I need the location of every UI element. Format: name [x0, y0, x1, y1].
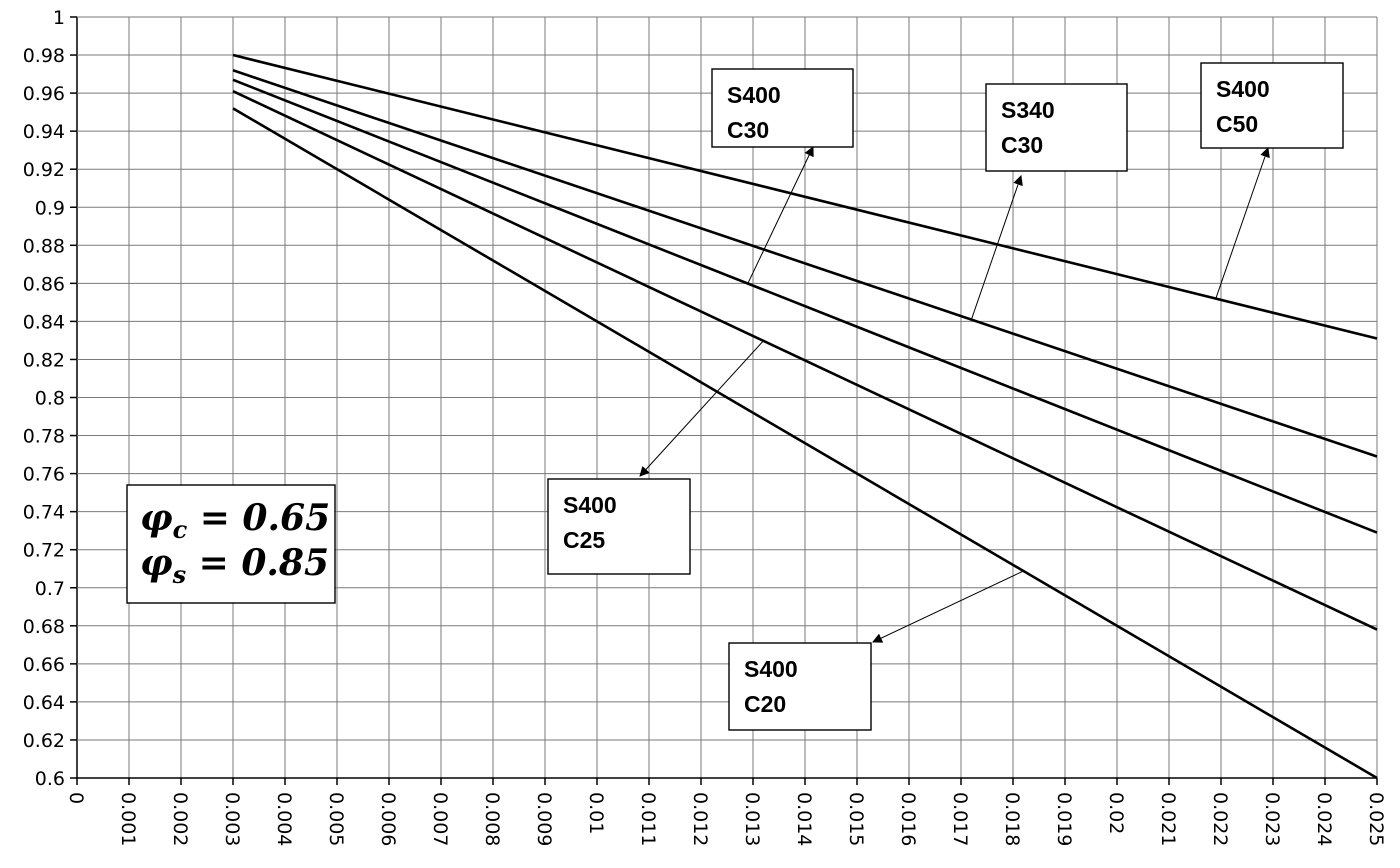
- y-tick-label: 0.96: [23, 83, 65, 105]
- series-line-s400-c50: [232, 53, 1378, 340]
- x-tick-label: 0.025: [1365, 792, 1387, 846]
- y-tick-label: 0.7: [35, 578, 65, 600]
- y-tick-label: 0.9: [35, 197, 65, 219]
- series-line-s400-c30: [232, 78, 1378, 534]
- grid-lines: [70, 16, 1378, 785]
- x-tick-label: 0: [65, 792, 87, 804]
- phi-box-frame: [126, 484, 336, 604]
- x-tick-label: 0.012: [689, 792, 711, 846]
- x-tick-label: 0.015: [845, 792, 867, 846]
- x-tick-label: 0.005: [325, 792, 347, 846]
- annotation-arrow-s400-c25: [639, 340, 764, 477]
- annotation-box-s400-c30: [711, 68, 854, 148]
- x-tick-label: 0.019: [1053, 792, 1075, 846]
- annotation-label-s400-c30: S400: [727, 82, 781, 108]
- y-tick-label: 0.84: [23, 311, 65, 333]
- y-tick-label: 0.78: [23, 426, 65, 448]
- x-tick-label: 0.009: [533, 792, 555, 846]
- annotation-label-s340-c30: S340: [1001, 97, 1055, 123]
- y-tick-label: 0.94: [23, 121, 65, 143]
- annotation-box-s400-c50: [1200, 62, 1344, 149]
- phi-c-subscript: c: [173, 515, 188, 544]
- x-tick-label: 0.016: [897, 792, 919, 846]
- x-tick-label: 0.018: [1001, 792, 1023, 846]
- y-tick-label: 0.6: [35, 768, 65, 790]
- x-tick-label: 0.002: [169, 792, 191, 846]
- annotation-arrow-s400-c20: [872, 570, 1024, 643]
- annotation-boxes: S400 C30 S340 C30 S400 C50 S400 C25 S400 C20: [547, 62, 1344, 731]
- y-tick-label: 1: [53, 7, 65, 29]
- annotation-label-s400-c25: C25: [563, 527, 605, 553]
- x-tick-label: 0.004: [273, 792, 295, 846]
- phi-s-value: = 0.85: [186, 542, 329, 584]
- annotation-box-s400-c20: [728, 642, 872, 731]
- annotation-label-s400-c25: S400: [563, 492, 617, 518]
- annotation-label-s400-c20: S400: [744, 656, 798, 682]
- annotation-label-s340-c30: C30: [1001, 132, 1043, 158]
- phi-c-symbol: φ: [140, 497, 173, 539]
- x-tick-label: 0.008: [481, 792, 503, 846]
- series-line-s400-c25: [232, 90, 1378, 631]
- y-tick-label: 0.76: [23, 464, 65, 486]
- series-line-s400-c20: [232, 107, 1378, 780]
- phi-info-box: φc = 0.65 φs = 0.85: [126, 484, 336, 604]
- y-tick-label: 0.62: [23, 730, 65, 752]
- annotation-arrow-s340-c30: [970, 175, 1023, 320]
- y-tick-label: 0.98: [23, 45, 65, 67]
- x-tick-label: 0.013: [741, 792, 763, 846]
- phi-c-formula: φc = 0.65: [140, 497, 330, 544]
- x-tick-label: 0.023: [1261, 792, 1283, 846]
- x-tick-label: 0.02: [1105, 792, 1127, 834]
- x-tick-label: 0.003: [221, 792, 243, 846]
- series-lines: [232, 53, 1378, 780]
- x-tick-label: 0.001: [117, 792, 139, 846]
- x-tick-label: 0.011: [637, 792, 659, 846]
- series-line-s340-c30: [232, 69, 1378, 458]
- annotation-arrows: [639, 146, 1270, 643]
- x-tick-label: 0.022: [1209, 792, 1231, 846]
- y-tick-label: 0.8: [35, 388, 65, 410]
- phi-s-symbol: φ: [140, 542, 173, 584]
- y-tick-label: 0.72: [23, 540, 65, 562]
- y-tick-label: 0.64: [23, 692, 65, 714]
- y-tick-label: 0.66: [23, 654, 65, 676]
- annotation-label-s400-c20: C20: [744, 691, 786, 717]
- tick-labels: 0 0.001 0.002 0.003 0.004 0.005 0.006 0.007 0.00…: [23, 7, 1387, 846]
- y-tick-label: 0.88: [23, 235, 65, 257]
- y-tick-label: 0.86: [23, 273, 65, 295]
- annotation-label-s400-c50: C50: [1216, 111, 1258, 137]
- annotation-box-s400-c25: [547, 478, 691, 575]
- annotation-label-s400-c50: S400: [1216, 76, 1270, 102]
- x-tick-label: 0.007: [429, 792, 451, 846]
- phi-s-formula: φs = 0.85: [140, 542, 329, 589]
- annotation-box-s340-c30: [985, 83, 1128, 172]
- annotation-arrow-s400-c30: [747, 146, 814, 284]
- x-tick-label: 0.014: [793, 792, 815, 846]
- y-tick-label: 0.82: [23, 349, 65, 371]
- annotation-label-s400-c30: C30: [727, 117, 769, 143]
- x-tick-label: 0.021: [1157, 792, 1179, 846]
- x-tick-label: 0.006: [377, 792, 399, 846]
- phi-c-value: = 0.65: [187, 497, 330, 539]
- x-tick-label: 0.01: [585, 792, 607, 834]
- y-tick-label: 0.74: [23, 502, 65, 524]
- y-tick-label: 0.68: [23, 616, 65, 638]
- annotation-arrow-s400-c50: [1215, 147, 1270, 299]
- y-tick-label: 0.92: [23, 159, 65, 181]
- phi-s-subscript: s: [172, 560, 187, 589]
- x-tick-label: 0.017: [949, 792, 971, 846]
- x-tick-label: 0.024: [1313, 792, 1335, 846]
